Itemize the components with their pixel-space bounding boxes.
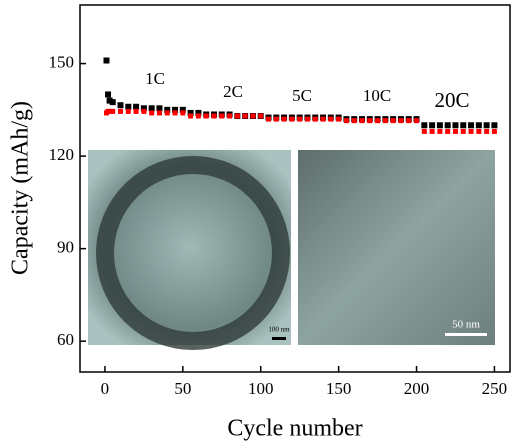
- data-point: [398, 118, 404, 124]
- data-point: [406, 118, 412, 124]
- data-point: [382, 118, 388, 124]
- rate-annotation: 1C: [145, 69, 165, 88]
- data-point: [491, 128, 497, 134]
- data-point: [133, 103, 140, 110]
- rate-annotation: 10C: [363, 86, 391, 105]
- data-point: [436, 122, 443, 129]
- rate-annotation: 5C: [292, 86, 312, 105]
- data-point: [460, 128, 466, 134]
- data-point: [149, 110, 155, 116]
- x-tick-label: 100: [248, 379, 274, 398]
- data-point: [164, 106, 171, 113]
- data-point: [421, 122, 428, 129]
- data-point: [105, 91, 112, 98]
- inset-left: [88, 150, 291, 350]
- data-point: [491, 122, 498, 129]
- data-point: [211, 113, 217, 119]
- data-point: [328, 116, 334, 122]
- data-point: [156, 110, 162, 116]
- x-axis-label: Cycle number: [227, 416, 362, 442]
- data-point: [180, 110, 186, 116]
- data-point: [304, 116, 310, 122]
- y-tick-label: 150: [49, 53, 75, 72]
- data-point: [320, 116, 326, 122]
- data-point: [390, 118, 396, 124]
- data-point: [250, 113, 256, 119]
- data-point: [106, 97, 113, 104]
- rate-annotation: 20C: [434, 88, 469, 112]
- data-point: [187, 109, 194, 116]
- y-axis-label: Capacity (mAh/g): [8, 101, 34, 275]
- data-point: [468, 128, 474, 134]
- data-point: [125, 108, 131, 114]
- data-point: [164, 110, 170, 116]
- data-point: [140, 105, 147, 112]
- data-point: [179, 106, 186, 113]
- data-point: [297, 116, 303, 122]
- data-point: [118, 108, 124, 114]
- scale-bar-label: 100 nm: [268, 326, 290, 334]
- data-point: [414, 118, 420, 124]
- plot-frame: [79, 4, 511, 373]
- data-point: [460, 122, 467, 129]
- data-point: [117, 102, 124, 109]
- data-point: [195, 113, 201, 119]
- x-tick-label: 150: [326, 379, 352, 398]
- data-point: [452, 128, 458, 134]
- data-point: [172, 110, 178, 116]
- data-point: [343, 118, 349, 124]
- data-point: [125, 103, 132, 110]
- data-point: [219, 113, 225, 119]
- data-point: [172, 106, 179, 113]
- data-point: [476, 128, 482, 134]
- x-tick-label: 50: [174, 379, 191, 398]
- data-point: [281, 116, 287, 122]
- y-tick-label: 90: [57, 238, 74, 257]
- data-point: [188, 113, 194, 119]
- data-point: [110, 108, 116, 114]
- x-tick-label: 200: [404, 379, 430, 398]
- data-point: [312, 116, 318, 122]
- data-point: [133, 108, 139, 114]
- data-point: [359, 118, 365, 124]
- data-point: [107, 108, 113, 114]
- data-point: [484, 128, 490, 134]
- data-point: [351, 118, 357, 124]
- data-point: [444, 122, 451, 129]
- scale-bar-label: 50 nm: [452, 319, 480, 331]
- x-tick-label: 250: [482, 379, 508, 398]
- data-point: [141, 108, 147, 114]
- data-point: [421, 128, 427, 134]
- data-point: [475, 122, 482, 129]
- data-point: [367, 118, 373, 124]
- data-point: [483, 122, 490, 129]
- data-point: [242, 113, 248, 119]
- data-point: [227, 113, 233, 119]
- data-point: [429, 122, 436, 129]
- data-point: [375, 118, 381, 124]
- y-tick-label: 60: [57, 330, 74, 349]
- data-point: [195, 109, 202, 116]
- data-point: [468, 122, 475, 129]
- data-point: [445, 128, 451, 134]
- data-point: [109, 99, 116, 106]
- data-point: [437, 128, 443, 134]
- y-tick-label: 120: [49, 145, 75, 164]
- data-point: [429, 128, 435, 134]
- rate-annotation: 2C: [223, 82, 243, 101]
- data-point: [103, 57, 110, 64]
- data-point: [336, 116, 342, 122]
- data-point: [258, 113, 264, 119]
- data-point: [273, 116, 279, 122]
- data-point: [266, 116, 272, 122]
- x-tick-label: 0: [101, 379, 110, 398]
- data-point: [156, 105, 163, 112]
- data-point: [148, 105, 155, 112]
- data-point: [289, 116, 295, 122]
- data-point: [452, 122, 459, 129]
- data-point: [234, 113, 240, 119]
- inset-right: [298, 150, 495, 345]
- data-point: [203, 113, 209, 119]
